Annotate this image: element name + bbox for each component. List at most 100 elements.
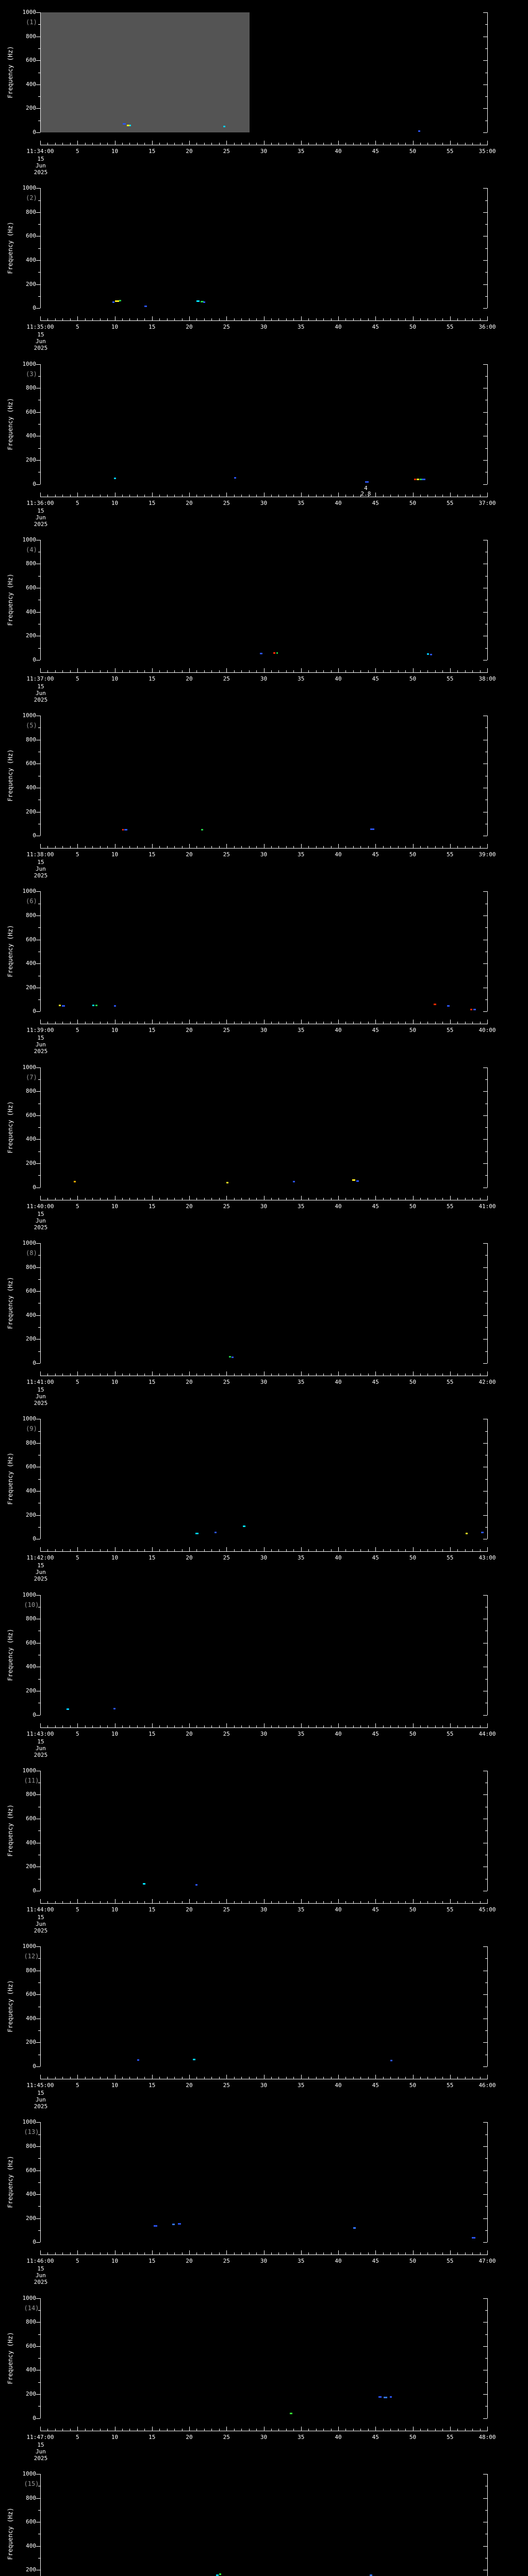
spectrogram-plot — [40, 188, 487, 309]
x-axis-tick — [487, 316, 488, 321]
x-axis-tick — [107, 2077, 108, 2079]
x-axis-tick — [293, 1901, 294, 1903]
x-axis-tick — [152, 1371, 153, 1376]
x-axis-tick — [62, 1549, 63, 1552]
spectral-detection-marker — [370, 828, 375, 831]
x-axis-tick — [85, 1549, 86, 1552]
x-axis-tick — [390, 1373, 391, 1376]
panel-number-label: (13) — [24, 2128, 39, 2136]
y-axis-tick-label: 600 — [26, 584, 36, 591]
x-axis-tick — [182, 1901, 183, 1903]
y-axis-tick — [36, 132, 40, 133]
spectrogram-panel: (9) Frequency (Hz) 0 200 400 600 800 1000 11:4… — [0, 1406, 528, 1582]
no-data-region — [40, 12, 250, 132]
y-axis-tick — [38, 1479, 40, 1480]
x-axis-tick — [293, 494, 294, 497]
y-axis-right-tick — [483, 1515, 487, 1516]
spectral-detection-marker — [414, 479, 417, 481]
x-axis-tick — [286, 494, 287, 497]
x-axis-tick — [398, 1373, 399, 1376]
x-axis-tick — [100, 318, 101, 321]
x-axis-tick — [398, 143, 399, 145]
x-axis-tick — [55, 2428, 56, 2431]
y-axis-tick-label: 600 — [26, 760, 36, 767]
spectrogram-plot — [40, 2473, 487, 2576]
x-axis-tick — [122, 2428, 123, 2431]
x-axis-tick-label: 25 — [223, 1554, 230, 1562]
x-axis-tick — [152, 2075, 153, 2079]
x-axis-tick — [457, 2077, 458, 2079]
x-axis-date-label: 15 — [37, 1738, 44, 1745]
y-axis-tick — [38, 424, 40, 425]
x-axis-tick-label: 55 — [447, 1906, 454, 1913]
y-axis-tick — [36, 2346, 40, 2347]
x-axis-tick — [308, 1725, 309, 1727]
x-axis-tick — [226, 2075, 227, 2079]
x-axis-tick — [196, 494, 197, 497]
x-axis-tick — [383, 670, 384, 672]
x-axis-tick — [256, 2428, 257, 2431]
x-axis-tick — [196, 846, 197, 849]
x-axis-tick — [189, 492, 190, 497]
x-axis-tick — [182, 2077, 183, 2079]
x-axis-tick — [114, 316, 116, 321]
x-axis-tick — [398, 494, 399, 497]
y-axis-tick — [38, 727, 40, 728]
x-axis-tick — [249, 1725, 250, 1727]
x-axis-tick — [263, 2250, 265, 2255]
y-axis-right-tick — [485, 248, 487, 249]
x-axis-tick-label: 5 — [75, 1554, 79, 1562]
x-axis-date-label: 15 — [37, 1210, 44, 1217]
spectral-detection-marker — [356, 1180, 359, 1182]
x-axis-tick — [204, 143, 205, 145]
y-axis-tick — [36, 612, 40, 613]
y-axis-tick-label: 800 — [26, 384, 36, 392]
x-axis-tick — [405, 1373, 406, 1376]
x-axis-tick — [70, 1725, 71, 1727]
y-axis-right-line — [487, 188, 488, 309]
x-axis-tick — [167, 1022, 168, 1024]
x-axis-tick — [129, 670, 130, 672]
y-axis-right-line — [487, 1595, 488, 1715]
x-axis-tick — [107, 846, 108, 849]
x-axis-tick — [174, 1549, 175, 1552]
x-axis-tick — [412, 844, 414, 849]
y-axis-tick — [36, 2146, 40, 2147]
x-axis-tick — [182, 143, 183, 145]
y-axis-tick-label: 800 — [26, 2318, 36, 2326]
y-axis-right-tick — [485, 2310, 487, 2311]
x-axis-tick — [137, 1901, 138, 1903]
x-axis-tick — [62, 1373, 63, 1376]
x-axis-tick — [293, 846, 294, 849]
x-axis-tick-label: 20 — [186, 1730, 193, 1737]
x-axis-tick — [219, 494, 220, 497]
x-axis-tick — [390, 670, 391, 672]
y-axis-tick — [38, 96, 40, 97]
x-axis-tick — [85, 846, 86, 849]
x-axis-tick-label: 50 — [409, 1730, 417, 1737]
x-axis-tick — [450, 492, 451, 497]
x-axis-tick — [226, 1020, 227, 1024]
x-axis-tick — [331, 143, 332, 145]
x-axis-tick — [331, 1373, 332, 1376]
x-axis-tick — [450, 141, 451, 145]
x-axis-tick — [286, 2252, 287, 2255]
y-axis-tick-label: 0 — [32, 832, 36, 839]
x-axis-tick-label: 40 — [335, 2433, 342, 2441]
y-axis-tick — [38, 2158, 40, 2159]
x-axis-tick — [129, 846, 130, 849]
y-axis-tick — [36, 60, 40, 61]
x-axis-date-label: 2025 — [34, 1399, 48, 1406]
x-axis-tick-label: 25 — [223, 2258, 230, 2265]
y-axis-tick-label: 0 — [32, 1183, 36, 1191]
y-axis-tick-label: 600 — [26, 408, 36, 415]
panel-number-label: (6) — [26, 897, 37, 905]
y-axis-line — [40, 1243, 41, 1363]
x-axis-tick-label: 40 — [335, 2082, 342, 2089]
x-axis-tick — [353, 1725, 354, 1727]
spectral-detection-marker — [114, 1005, 117, 1007]
x-axis-tick — [196, 1197, 197, 1200]
x-axis-tick — [353, 2077, 354, 2079]
x-axis-tick-label: 35 — [298, 1554, 305, 1562]
x-axis-tick — [383, 1901, 384, 1903]
